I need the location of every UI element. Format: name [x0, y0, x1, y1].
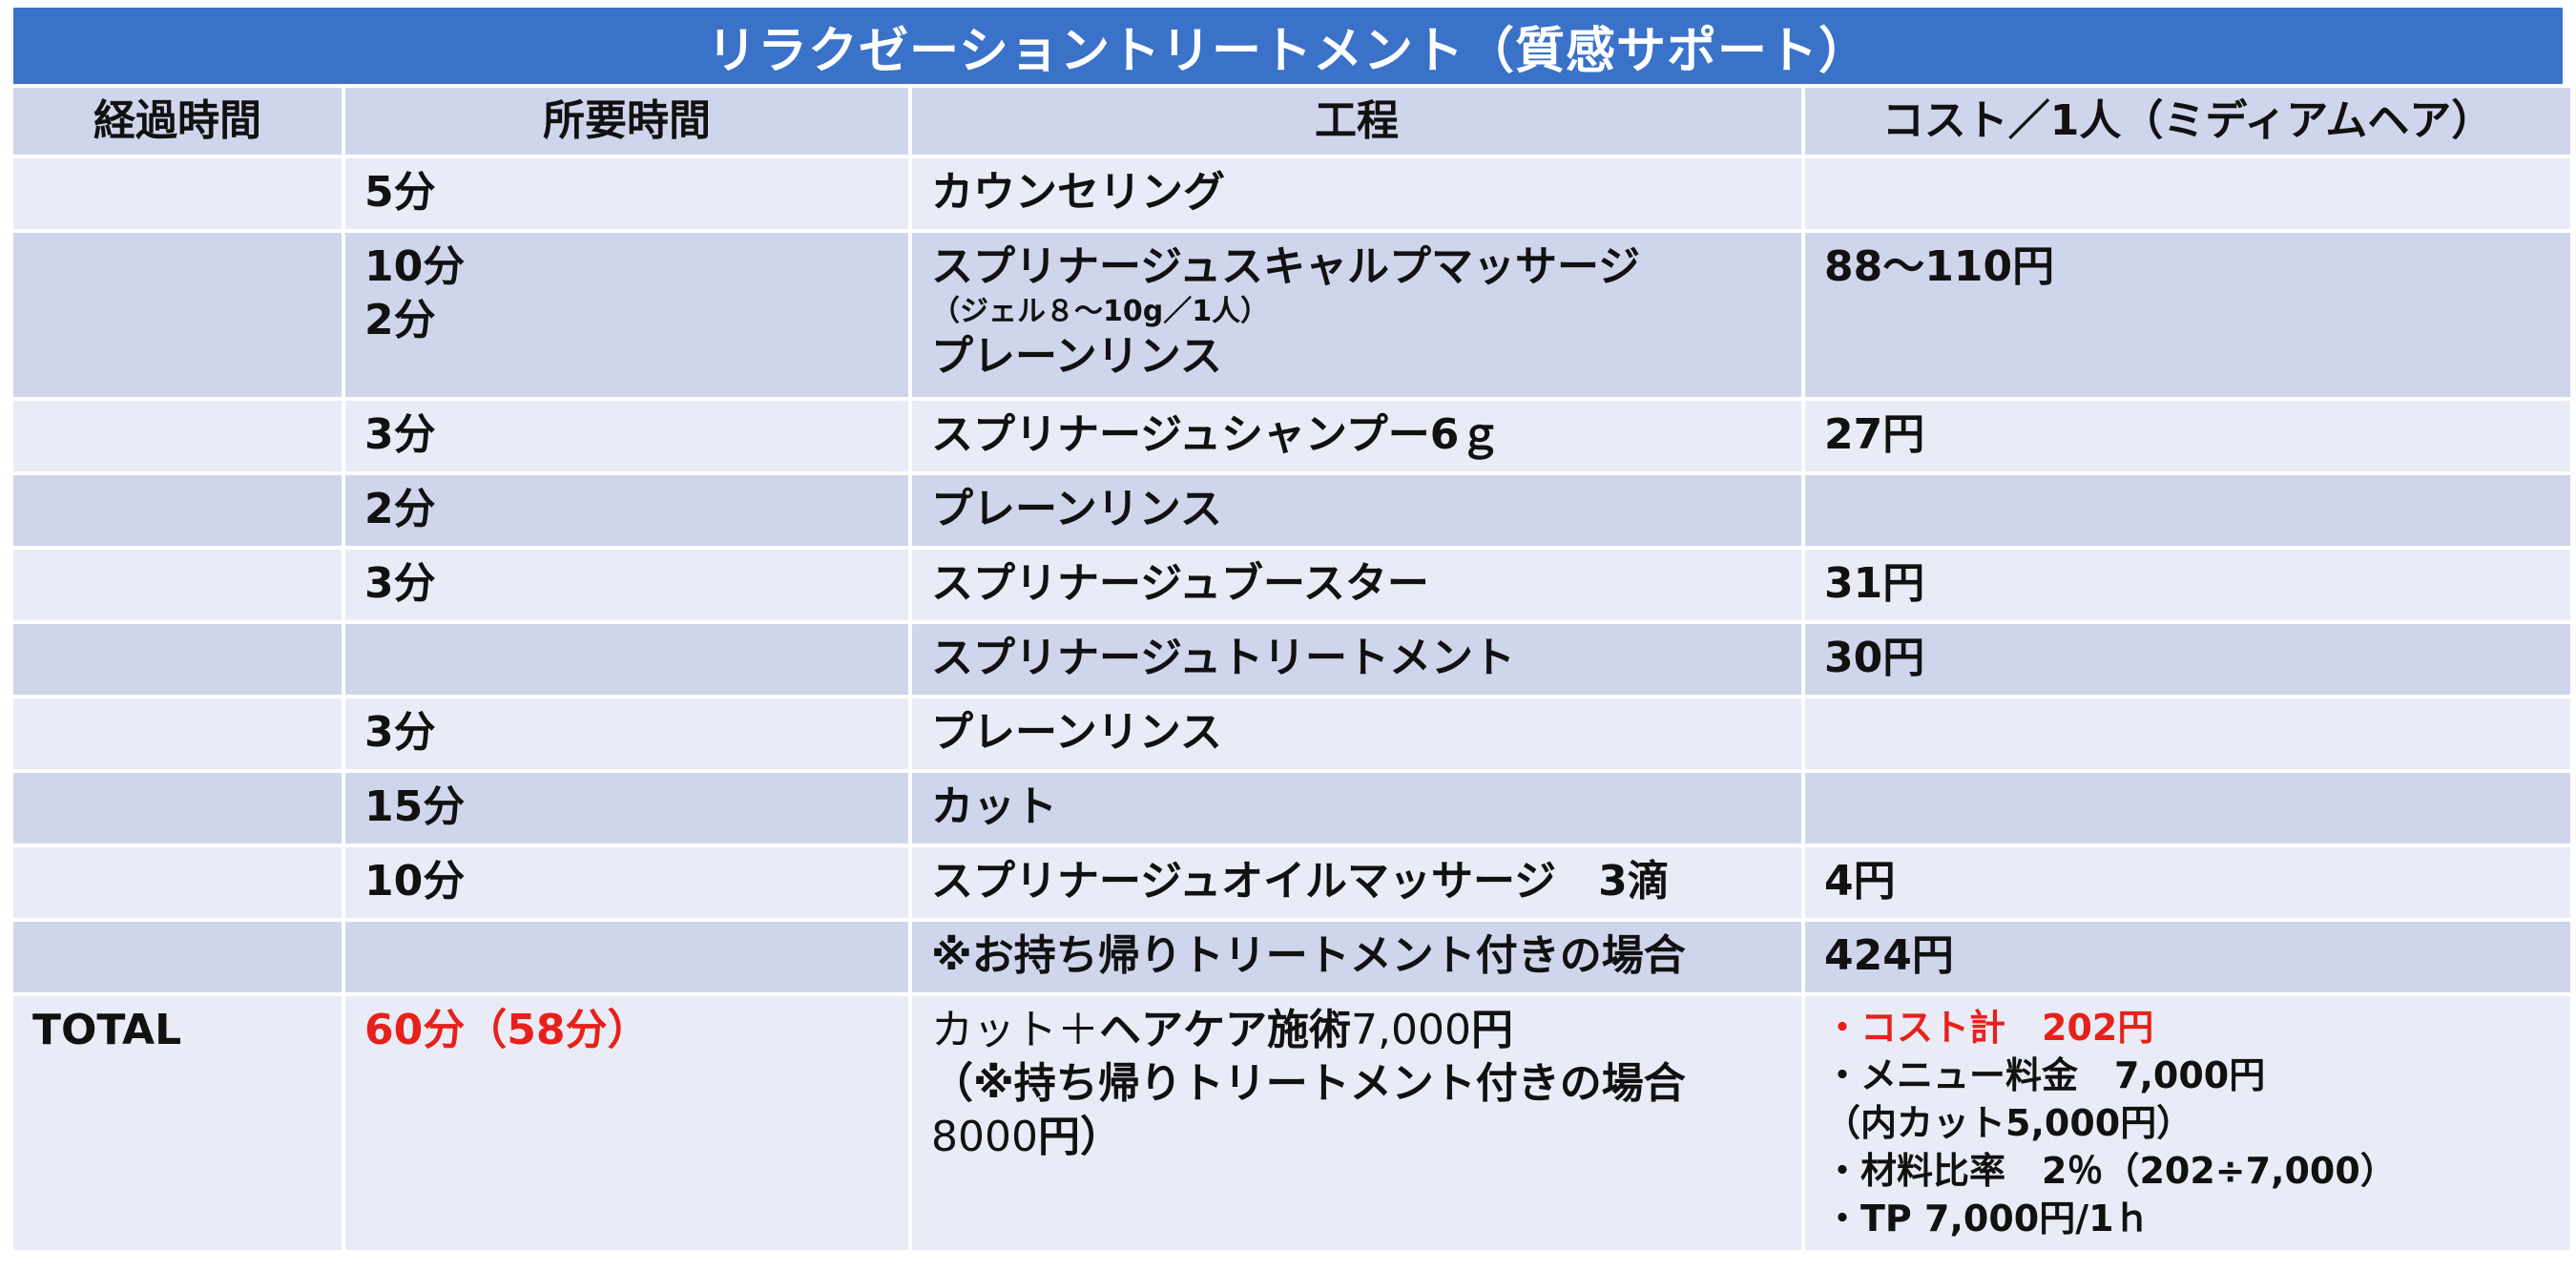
process-cell: スプリナージュスキャルプマッサージ （ジェル８～10g／1人） プレーンリンス [912, 233, 1801, 397]
duration-cell: 5分 [345, 158, 908, 229]
process-cell: スプリナージュオイルマッサージ 3滴 [912, 847, 1801, 918]
total-duration: 60分（58分） [345, 996, 908, 1250]
duration-cell: 10分 [345, 847, 908, 918]
process-cell: プレーンリンス [912, 475, 1801, 546]
table-row: ※お持ち帰りトリートメント付きの場合 424円 [13, 922, 2570, 992]
total-process-line: カット＋ヘアケア施術7,000円 [931, 1004, 1782, 1057]
cost-cell: 424円 [1805, 922, 2570, 992]
table-row: 15分 カット [13, 773, 2570, 844]
table-row: 3分 スプリナージュブースター 31円 [13, 550, 2570, 620]
cost-cell [1805, 475, 2570, 546]
slide: リラクゼーショントリートメント（質感サポート） 経過時間 所要時間 工程 コスト… [13, 8, 2570, 1254]
cost-line: ・コスト計 202円 [1824, 1007, 2154, 1049]
process-cell: カット [912, 773, 1801, 844]
cost-cell: 31円 [1805, 550, 2570, 620]
total-process-line: 8000円） [931, 1111, 1782, 1164]
process-cell: スプリナージュブースター [912, 550, 1801, 620]
cost-cell: 27円 [1805, 401, 2570, 471]
elapsed-cell [13, 158, 342, 229]
table-row: 10分 スプリナージュオイルマッサージ 3滴 4円 [13, 847, 2570, 918]
elapsed-cell [13, 698, 342, 769]
cost-line: （内カット5,000円） [1824, 1102, 2193, 1144]
header-elapsed: 経過時間 [13, 88, 342, 155]
duration-cell: 10分 2分 [345, 233, 908, 397]
total-process-line: （※持ち帰りトリートメント付きの場合 [931, 1059, 1686, 1108]
duration-cell: 15分 [345, 773, 908, 844]
process-part: 円 [1470, 1006, 1513, 1054]
total-label: TOTAL [13, 996, 342, 1250]
table-row: 10分 2分 スプリナージュスキャルプマッサージ （ジェル８～10g／1人） プ… [13, 233, 2570, 397]
table-row: 3分 プレーンリンス [13, 698, 2570, 769]
duration-cell: 3分 [345, 550, 908, 620]
total-cost: ・コスト計 202円 ・メニュー料金 7,000円 （内カット5,000円） ・… [1805, 996, 2570, 1250]
duration-cell: 2分 [345, 475, 908, 546]
process-line: スプリナージュスキャルプマッサージ [931, 242, 1641, 291]
process-part: 8000 [931, 1113, 1038, 1161]
duration-cell [345, 922, 908, 992]
process-cell: スプリナージュトリートメント [912, 624, 1801, 695]
cost-cell [1805, 773, 2570, 844]
table-row: 5分 カウンセリング [13, 158, 2570, 229]
elapsed-cell [13, 233, 342, 397]
cost-line: ・TP 7,000円/1ｈ [1824, 1198, 2150, 1240]
process-part: 円） [1037, 1113, 1122, 1161]
cost-cell: 88～110円 [1805, 233, 2570, 397]
process-part: ヘアケア施術 [1099, 1006, 1351, 1054]
process-line: プレーンリンス [931, 332, 1222, 381]
elapsed-cell [13, 550, 342, 620]
elapsed-cell [13, 922, 342, 992]
cost-line: ・メニュー料金 7,000円 [1824, 1054, 2266, 1096]
duration-line: 2分 [364, 296, 436, 344]
total-process: カット＋ヘアケア施術7,000円 （※持ち帰りトリートメント付きの場合 8000… [912, 996, 1801, 1250]
process-note: （ジェル８～10g／1人） [931, 295, 1270, 328]
table-header-row: 経過時間 所要時間 工程 コスト／1人（ミディアムヘア） [13, 88, 2570, 155]
table-row: 2分 プレーンリンス [13, 475, 2570, 546]
process-part: 7,000 [1351, 1006, 1471, 1054]
cost-cell [1805, 158, 2570, 229]
header-cost: コスト／1人（ミディアムヘア） [1805, 88, 2570, 155]
elapsed-cell [13, 624, 342, 695]
duration-cell [345, 624, 908, 695]
elapsed-cell [13, 401, 342, 471]
process-cell: スプリナージュシャンプー6ｇ [912, 401, 1801, 471]
page-title: リラクゼーショントリートメント（質感サポート） [13, 8, 2563, 84]
table-row: 3分 スプリナージュシャンプー6ｇ 27円 [13, 401, 2570, 471]
elapsed-cell [13, 475, 342, 546]
table-row: スプリナージュトリートメント 30円 [13, 624, 2570, 695]
header-duration: 所要時間 [345, 88, 908, 155]
cost-cell: 4円 [1805, 847, 2570, 918]
process-cell: プレーンリンス [912, 698, 1801, 769]
cost-line: ・材料比率 2％（202÷7,000） [1824, 1150, 2397, 1192]
header-process: 工程 [912, 88, 1801, 155]
elapsed-cell [13, 847, 342, 918]
duration-cell: 3分 [345, 401, 908, 471]
duration-cell: 3分 [345, 698, 908, 769]
duration-line: 10分 [364, 242, 466, 291]
process-cell: カウンセリング [912, 158, 1801, 229]
process-cell: ※お持ち帰りトリートメント付きの場合 [912, 922, 1801, 992]
total-row: TOTAL 60分（58分） カット＋ヘアケア施術7,000円 （※持ち帰りトリ… [13, 996, 2570, 1250]
cost-cell [1805, 698, 2570, 769]
elapsed-cell [13, 773, 342, 844]
process-part: カット＋ [931, 1006, 1099, 1054]
treatment-table: 経過時間 所要時間 工程 コスト／1人（ミディアムヘア） 5分 カウンセリング … [10, 84, 2574, 1254]
cost-cell: 30円 [1805, 624, 2570, 695]
